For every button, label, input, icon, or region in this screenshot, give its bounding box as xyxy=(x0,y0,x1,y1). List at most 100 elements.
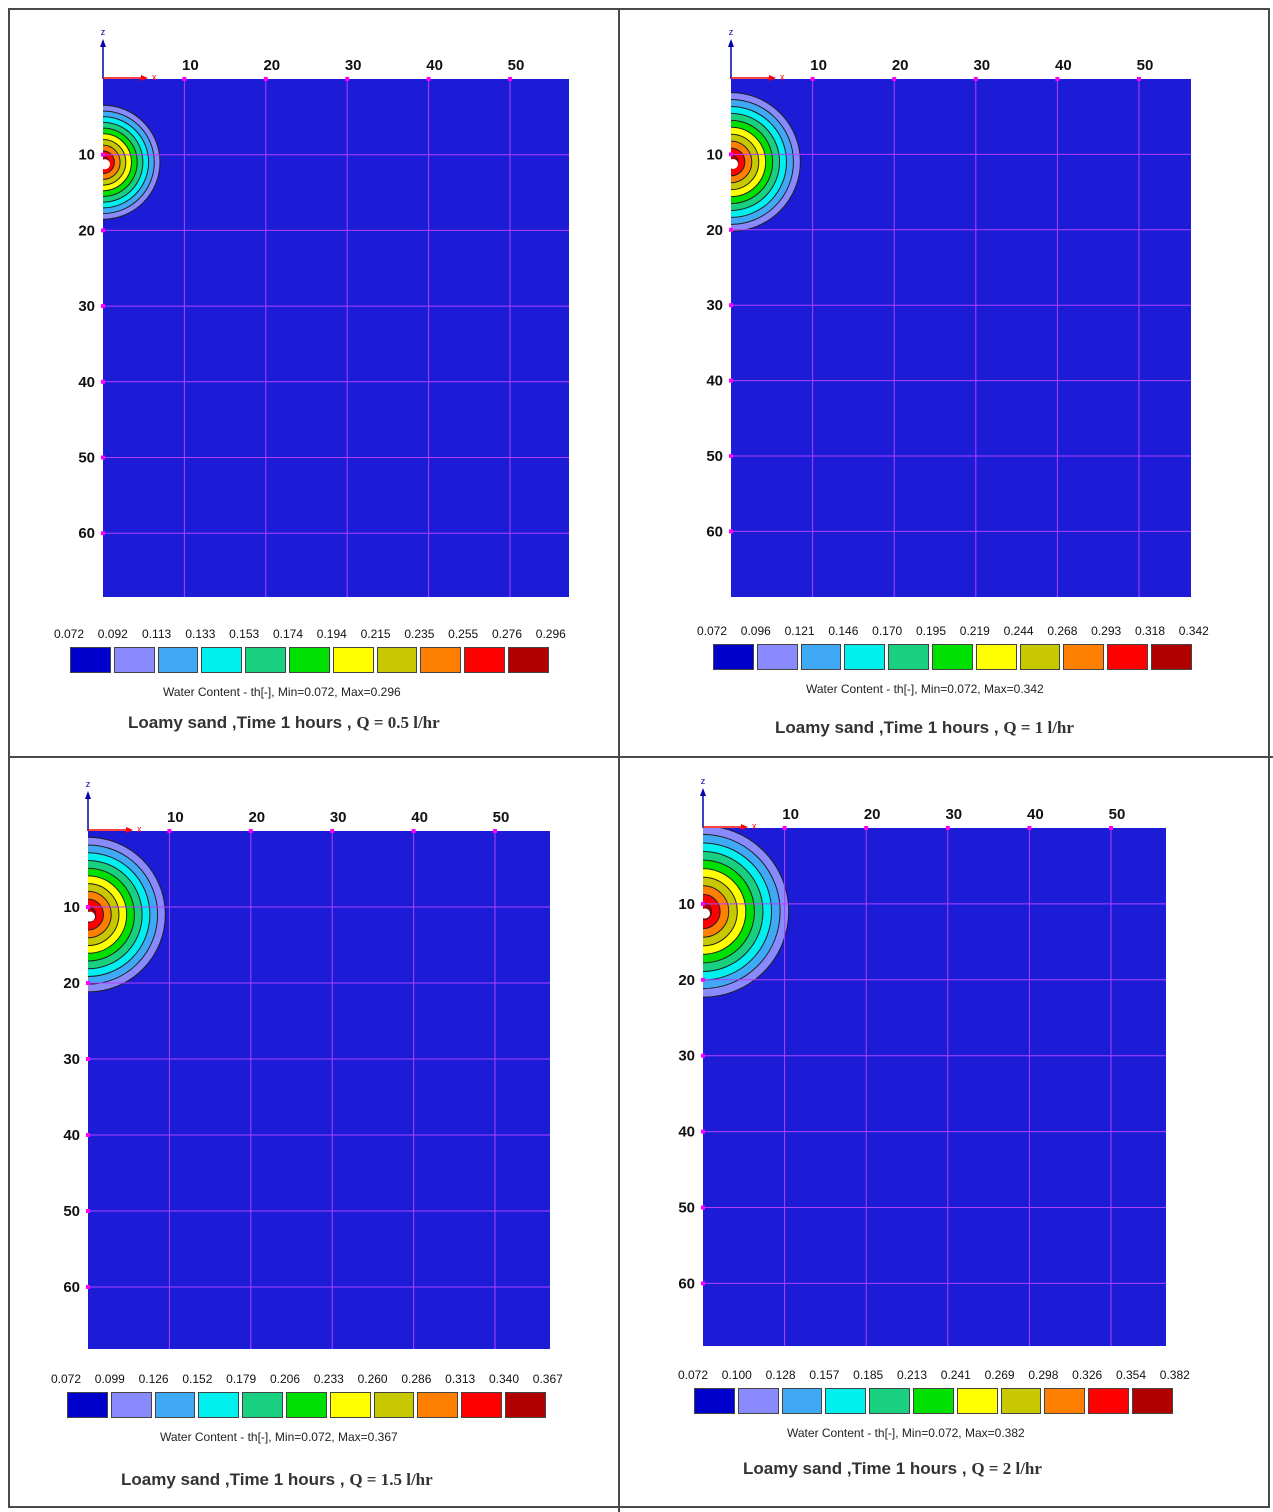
legend-tick-label: 0.099 xyxy=(94,1372,125,1386)
legend-tick-label: 0.128 xyxy=(765,1368,796,1382)
legend-tick-label: 0.215 xyxy=(360,627,391,641)
legend-tick-label: 0.298 xyxy=(1028,1368,1059,1382)
vertical-divider xyxy=(618,8,620,1512)
legend-swatch xyxy=(888,644,929,670)
legend-tick-label: 0.219 xyxy=(959,624,990,638)
legend-tick-label: 0.354 xyxy=(1115,1368,1147,1382)
legend-tick-label: 0.244 xyxy=(1003,624,1034,638)
legend-swatch xyxy=(70,647,111,673)
legend-swatch xyxy=(420,647,462,673)
legend-tick-label: 0.100 xyxy=(721,1368,752,1382)
legend-swatch xyxy=(800,644,842,670)
legend-swatch xyxy=(286,1392,327,1418)
legend-tick-label: 0.133 xyxy=(185,627,216,641)
legend-swatch xyxy=(869,1388,910,1414)
legend-tick-label: 0.260 xyxy=(357,1372,388,1386)
legend-swatch xyxy=(376,647,418,673)
title-soil-time: Loamy sand ,Time 1 hours , xyxy=(775,718,1004,737)
legend-swatch xyxy=(1088,1388,1129,1414)
legend-tick-label: 0.170 xyxy=(872,624,903,638)
legend-swatch xyxy=(737,1388,779,1414)
title-soil-time: Loamy sand ,Time 1 hours , xyxy=(121,1470,350,1489)
legend-swatch xyxy=(956,1388,998,1414)
figure-frame xyxy=(8,8,1270,1508)
legend-tick-label: 0.241 xyxy=(940,1368,971,1382)
legend-tick-label: 0.126 xyxy=(138,1372,169,1386)
legend-tick-label: 0.293 xyxy=(1091,624,1122,638)
legend-swatch xyxy=(245,647,286,673)
legend-swatch xyxy=(932,644,973,670)
panel-title: Loamy sand ,Time 1 hours , Q = 2 l/hr xyxy=(743,1459,1042,1479)
legend-swatch xyxy=(694,1388,735,1414)
legend-tick-label: 0.174 xyxy=(272,627,304,641)
legend-swatch xyxy=(1019,644,1061,670)
legend-swatch xyxy=(1063,644,1105,670)
legend-tick-label: 0.195 xyxy=(915,624,947,638)
title-soil-time: Loamy sand ,Time 1 hours , xyxy=(743,1459,972,1478)
legend-tick-label: 0.286 xyxy=(401,1372,432,1386)
legend-tick-label: 0.146 xyxy=(828,624,859,638)
legend-swatch xyxy=(154,1392,196,1418)
legend-tick-label: 0.268 xyxy=(1047,624,1078,638)
legend-swatch xyxy=(505,1392,546,1418)
legend-swatch xyxy=(157,647,199,673)
legend-caption: Water Content - th[-], Min=0.072, Max=0.… xyxy=(163,685,401,699)
legend-swatch xyxy=(825,1388,867,1414)
legend-swatch xyxy=(1000,1388,1042,1414)
legend-swatch xyxy=(1107,644,1148,670)
legend-swatch xyxy=(913,1388,954,1414)
legend-swatch xyxy=(1044,1388,1086,1414)
panel-title: Loamy sand ,Time 1 hours , Q = 1 l/hr xyxy=(775,718,1074,738)
legend-tick-label: 0.072 xyxy=(50,1372,82,1386)
legend-tick-label: 0.113 xyxy=(142,627,172,641)
title-discharge: Q = 0.5 l/hr xyxy=(356,713,440,732)
panel-title: Loamy sand ,Time 1 hours , Q = 0.5 l/hr xyxy=(128,713,440,733)
title-soil-time: Loamy sand ,Time 1 hours , xyxy=(128,713,357,732)
title-discharge: Q = 1.5 l/hr xyxy=(349,1470,433,1489)
legend-tick-label: 0.152 xyxy=(182,1372,213,1386)
legend-caption: Water Content - th[-], Min=0.072, Max=0.… xyxy=(787,1426,1025,1440)
legend-tick-label: 0.206 xyxy=(269,1372,301,1386)
legend-tick-label: 0.235 xyxy=(404,627,435,641)
legend-tick-label: 0.157 xyxy=(809,1368,840,1382)
legend-swatch xyxy=(1151,644,1192,670)
legend-swatch xyxy=(67,1392,108,1418)
legend-swatch xyxy=(113,647,155,673)
legend-tick-label: 0.276 xyxy=(491,627,523,641)
legend-tick-label: 0.367 xyxy=(532,1372,563,1386)
legend-swatch xyxy=(844,644,886,670)
legend-swatch xyxy=(417,1392,459,1418)
legend-tick-label: 0.179 xyxy=(226,1372,257,1386)
legend-tick-label: 0.269 xyxy=(984,1368,1015,1382)
legend-tick-label: 0.255 xyxy=(448,627,479,641)
legend-tick-label: 0.072 xyxy=(53,627,85,641)
legend-tick-label: 0.342 xyxy=(1178,624,1209,638)
legend-swatch xyxy=(508,647,549,673)
legend-swatch xyxy=(289,647,330,673)
title-discharge: Q = 2 l/hr xyxy=(971,1459,1042,1478)
legend-swatch xyxy=(464,647,505,673)
legend-tick-label: 0.213 xyxy=(896,1368,928,1382)
legend-tick-label: 0.326 xyxy=(1072,1368,1103,1382)
legend-tick-label: 0.072 xyxy=(696,624,728,638)
legend-swatch xyxy=(1132,1388,1173,1414)
legend-tick-label: 0.153 xyxy=(229,627,260,641)
legend-swatch xyxy=(332,647,374,673)
legend-swatch xyxy=(975,644,1017,670)
legend-tick-label: 0.121 xyxy=(784,624,815,638)
legend-swatch xyxy=(781,1388,823,1414)
legend-swatch xyxy=(110,1392,152,1418)
legend-swatch xyxy=(756,644,798,670)
legend-tick-label: 0.296 xyxy=(535,627,566,641)
legend-swatch xyxy=(713,644,754,670)
legend-tick-label: 0.313 xyxy=(445,1372,476,1386)
legend-swatch xyxy=(461,1392,502,1418)
legend-tick-label: 0.233 xyxy=(313,1372,344,1386)
title-discharge: Q = 1 l/hr xyxy=(1003,718,1074,737)
legend-tick-label: 0.096 xyxy=(740,624,771,638)
panel-title: Loamy sand ,Time 1 hours , Q = 1.5 l/hr xyxy=(121,1470,433,1490)
horizontal-divider xyxy=(8,756,1273,758)
legend-tick-label: 0.340 xyxy=(488,1372,520,1386)
legend-tick-label: 0.318 xyxy=(1134,624,1166,638)
legend-tick-label: 0.194 xyxy=(316,627,347,641)
